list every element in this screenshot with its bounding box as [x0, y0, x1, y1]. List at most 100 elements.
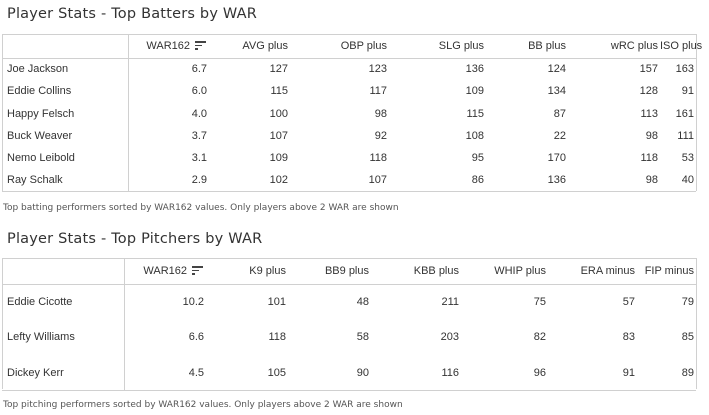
table-row: Nemo Leibold 3.1 109 118 95 170 118 53 — [2, 147, 696, 170]
stat-cell: 118 — [369, 152, 387, 165]
batters-title: Player Stats - Top Batters by WAR — [7, 6, 258, 22]
stat-cell: 40 — [660, 169, 696, 193]
stat-cell: 102 — [209, 169, 290, 193]
sort-descending-icon[interactable] — [195, 41, 207, 50]
stat-cell: 75 — [533, 296, 546, 308]
stat-cell: 6.7 — [191, 63, 207, 76]
pitchers-caption: Top pitching performers sorted by WAR162… — [3, 400, 403, 410]
stat-cell: 115 — [466, 107, 484, 120]
pitchers-title: Player Stats - Top Pitchers by WAR — [7, 231, 263, 247]
stat-cell: 58 — [356, 331, 369, 344]
stat-cell: 170 — [547, 152, 566, 165]
stat-cell: 3.1 — [191, 152, 207, 165]
batters-header-slg-plus[interactable]: SLG plus — [389, 35, 486, 59]
stat-cell: 127 — [269, 63, 288, 76]
stat-cell: 100 — [269, 107, 288, 120]
table-row: Eddie Cicotte 10.2 101 48 211 75 57 79 — [2, 284, 696, 320]
stat-cell: 4.0 — [191, 107, 207, 120]
stat-cell: 82 — [533, 331, 546, 344]
stat-cell: 92 — [374, 130, 387, 143]
stat-cell: 163 — [675, 63, 694, 76]
stat-cell: 101 — [267, 296, 286, 308]
stat-cell: 10.2 — [182, 296, 204, 308]
pitchers-table: WAR162 K9 plus BB9 plus KBB plus WHIP pl… — [2, 259, 696, 391]
pitchers-header-whip-plus[interactable]: WHIP plus — [461, 259, 548, 285]
pitchers-header-bb9-plus[interactable]: BB9 plus — [288, 259, 371, 285]
stat-cell: 109 — [269, 152, 288, 165]
stat-cell: 128 — [639, 85, 658, 98]
player-name: Ray Schalk — [2, 169, 129, 193]
player-name: Dickey Kerr — [2, 355, 125, 391]
stat-cell: 123 — [368, 63, 387, 76]
stat-cell: 48 — [356, 296, 369, 308]
batters-header-iso-plus[interactable]: ISO plus — [660, 35, 702, 59]
batters-header-obp-plus[interactable]: OBP plus — [290, 35, 389, 59]
stat-cell: 115 — [270, 85, 288, 98]
batters-header-bb-plus[interactable]: BB plus — [486, 35, 568, 59]
stat-cell: 91 — [548, 355, 637, 391]
player-name: Eddie Cicotte — [2, 284, 125, 320]
batters-header-wrc-plus[interactable]: wRC plus — [568, 35, 660, 59]
stat-cell: 109 — [465, 85, 484, 98]
batters-header-avg-plus[interactable]: AVG plus — [209, 35, 290, 59]
stat-cell: 124 — [547, 63, 566, 76]
stat-cell: 86 — [389, 169, 486, 193]
stat-cell: 111 — [677, 130, 694, 143]
stat-cell: 6.6 — [188, 331, 204, 344]
player-name: Eddie Collins — [2, 80, 129, 103]
stat-cell: 2.9 — [128, 169, 209, 193]
stat-cell: 118 — [268, 331, 286, 344]
pitchers-header-war162-label: WAR162 — [143, 265, 187, 278]
stat-cell: 107 — [290, 169, 389, 193]
table-row: Dickey Kerr 4.5 105 90 116 96 91 89 — [2, 355, 696, 391]
stat-cell: 136 — [486, 169, 568, 193]
stat-cell: 89 — [637, 355, 696, 391]
table-row: Ray Schalk 2.9 102 107 86 136 98 40 — [2, 169, 696, 193]
stat-cell: 85 — [681, 331, 694, 344]
pitchers-header-k9-plus[interactable]: K9 plus — [206, 259, 288, 285]
table-row: Happy Felsch 4.0 100 98 115 87 113 161 — [2, 102, 696, 125]
stat-cell: 105 — [206, 355, 288, 391]
table-row: Eddie Collins 6.0 115 117 109 134 128 91 — [2, 80, 696, 103]
pitchers-header-fip-minus[interactable]: FIP minus — [637, 259, 696, 285]
player-name: Buck Weaver — [2, 124, 129, 148]
stat-cell: 98 — [568, 169, 660, 193]
stat-cell: 98 — [374, 107, 387, 120]
stat-cell: 161 — [675, 107, 694, 120]
stat-cell: 96 — [461, 355, 548, 391]
stat-cell: 118 — [640, 152, 658, 165]
stat-cell: 90 — [288, 355, 371, 391]
stat-cell: 53 — [681, 152, 694, 165]
stat-cell: 57 — [622, 296, 635, 308]
table-row: Buck Weaver 3.7 107 92 108 22 98 111 — [2, 124, 696, 148]
player-name: Happy Felsch — [2, 102, 129, 125]
stat-cell: 113 — [640, 107, 658, 120]
stat-cell: 116 — [371, 355, 461, 391]
stat-cell: 157 — [639, 63, 658, 76]
stat-cell: 211 — [441, 296, 459, 308]
stat-cell: 134 — [547, 85, 566, 98]
batters-table: WAR162 AVG plus OBP plus SLG plus BB plu… — [2, 35, 702, 193]
stat-cell: 79 — [681, 296, 694, 308]
stat-cell: 136 — [465, 63, 484, 76]
batters-header-war162[interactable]: WAR162 — [128, 35, 209, 59]
stat-cell: 6.0 — [191, 85, 207, 98]
table-row: Lefty Williams 6.6 118 58 203 82 83 85 — [2, 319, 696, 355]
stat-cell: 108 — [465, 130, 484, 143]
stat-cell: 203 — [440, 331, 459, 344]
batters-header-war162-label: WAR162 — [146, 40, 190, 53]
player-name: Nemo Leibold — [2, 147, 129, 170]
pitchers-header-kbb-plus[interactable]: KBB plus — [371, 259, 461, 285]
player-name: Lefty Williams — [2, 319, 125, 355]
stat-cell: 117 — [369, 85, 387, 98]
table-row: Joe Jackson 6.7 127 123 136 124 157 163 — [2, 58, 696, 81]
stat-cell: 87 — [553, 107, 566, 120]
stat-cell: 3.7 — [191, 130, 207, 143]
stat-cell: 98 — [645, 130, 658, 143]
stat-cell: 91 — [681, 85, 694, 98]
pitchers-header-war162[interactable]: WAR162 — [124, 259, 206, 285]
pitchers-header-era-minus[interactable]: ERA minus — [548, 259, 637, 285]
player-name: Joe Jackson — [2, 58, 129, 81]
stat-cell: 83 — [622, 331, 635, 344]
sort-descending-icon[interactable] — [192, 266, 204, 275]
